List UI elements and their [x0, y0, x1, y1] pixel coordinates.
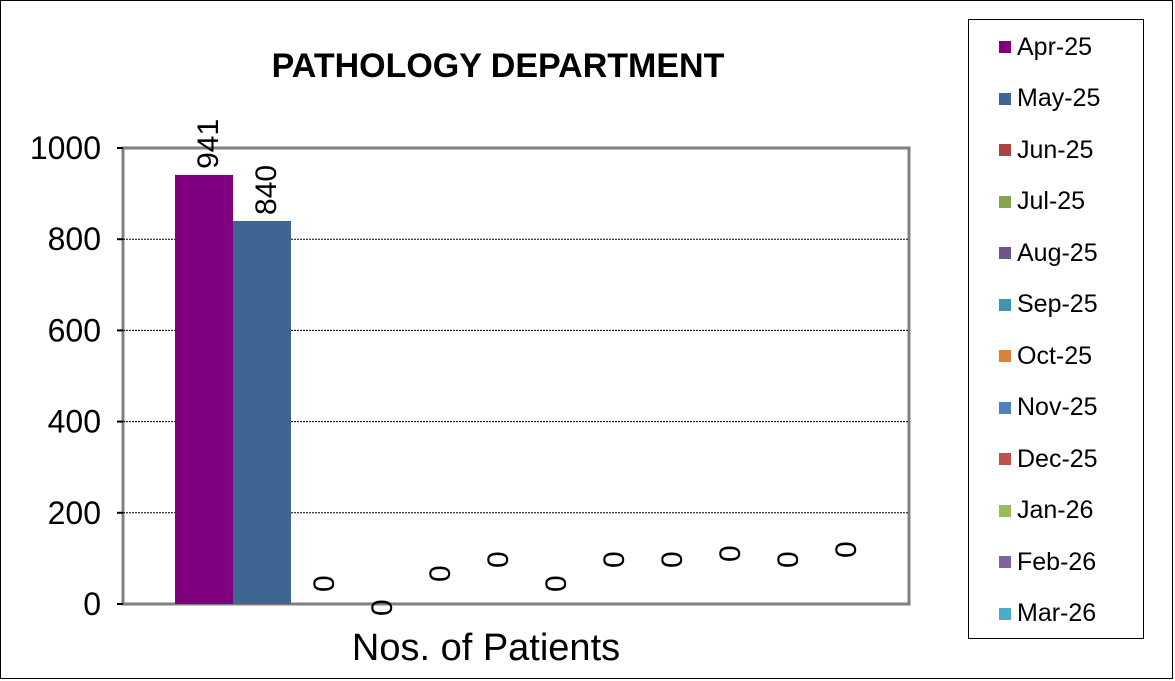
legend-swatch	[999, 607, 1011, 620]
legend-swatch	[999, 556, 1011, 568]
data-label-feb-26: 0	[772, 551, 805, 568]
data-label-jul-25: 0	[366, 599, 399, 616]
legend-swatch	[999, 144, 1011, 156]
legend-item-oct-25: Oct-25	[969, 341, 1092, 371]
legend-item-may-25: May-25	[969, 84, 1100, 114]
legend-item-jul-25: Jul-25	[969, 187, 1085, 217]
legend-label: Jun-25	[1017, 135, 1094, 164]
data-label-oct-25: 0	[540, 575, 573, 592]
legend-swatch	[999, 92, 1011, 105]
legend-label: Jul-25	[1017, 187, 1086, 215]
legend-label: Mar-26	[1017, 599, 1097, 627]
data-label-sep-25: 0	[482, 551, 515, 568]
chart-title: PATHOLOGY DEPARTMENT	[272, 47, 725, 85]
data-label-jan-26: 0	[714, 545, 747, 562]
legend-swatch	[999, 401, 1011, 414]
y-tick-label: 800	[48, 221, 101, 257]
legend-label: Apr-25	[1017, 32, 1093, 61]
legend-item-aug-25: Aug-25	[969, 238, 1098, 268]
legend-label: Nov-25	[1017, 393, 1098, 421]
legend-item-mar-26: Mar-26	[969, 599, 1096, 629]
y-tick-label: 600	[48, 312, 101, 348]
legend-swatch	[999, 298, 1011, 311]
bar-chart: PATHOLOGY DEPARTMENT 0 200 400 600 800 1000 9…	[30, 47, 911, 669]
bar-apr-25	[175, 174, 233, 605]
bar-may-25	[233, 220, 291, 604]
data-label-may-25: 840	[250, 165, 283, 215]
legend-item-feb-26: Feb-26	[969, 547, 1096, 577]
legend-item-nov-25: Nov-25	[969, 393, 1098, 423]
data-labels: 941 840 0 0 0 0 0 0 0 0 0 0	[192, 119, 863, 616]
legend-swatch	[999, 504, 1011, 517]
data-label-mar-26: 0	[830, 541, 863, 558]
legend-item-apr-25: Apr-25	[969, 32, 1092, 62]
data-label-nov-25: 0	[598, 551, 631, 568]
y-tick-label: 1000	[30, 130, 101, 166]
legend-label: Aug-25	[1017, 238, 1098, 267]
legend-swatch	[999, 350, 1011, 362]
data-label-dec-25: 0	[656, 551, 689, 568]
legend-label: Feb-26	[1017, 547, 1097, 576]
y-axis: 0 200 400 600 800 1000	[30, 130, 123, 622]
legend-label: Sep-25	[1017, 290, 1098, 318]
legend-swatch	[999, 453, 1011, 465]
bars	[175, 174, 291, 605]
data-label-jun-25: 0	[308, 575, 341, 592]
legend-label: Dec-25	[1017, 444, 1098, 473]
legend-swatch	[999, 41, 1011, 53]
legend-label: May-25	[1017, 84, 1101, 112]
legend: Apr-25 May-25 Jun-25 Jul-25 Aug-25 Sep-25 Oct-…	[968, 19, 1144, 639]
x-axis-label: Nos. of Patients	[352, 627, 620, 669]
legend-swatch	[999, 195, 1011, 208]
legend-label: Oct-25	[1017, 341, 1093, 370]
y-tick-label: 0	[83, 586, 101, 622]
data-label-aug-25: 0	[424, 565, 457, 582]
legend-item-jan-26: Jan-26	[969, 496, 1093, 526]
legend-item-jun-25: Jun-25	[969, 135, 1093, 165]
legend-item-dec-25: Dec-25	[969, 444, 1098, 474]
y-tick-label: 400	[48, 404, 101, 440]
data-label-apr-25: 941	[192, 119, 225, 169]
legend-label: Jan-26	[1017, 496, 1094, 524]
legend-swatch	[999, 247, 1011, 259]
legend-item-sep-25: Sep-25	[969, 290, 1098, 320]
y-tick-label: 200	[48, 495, 101, 531]
